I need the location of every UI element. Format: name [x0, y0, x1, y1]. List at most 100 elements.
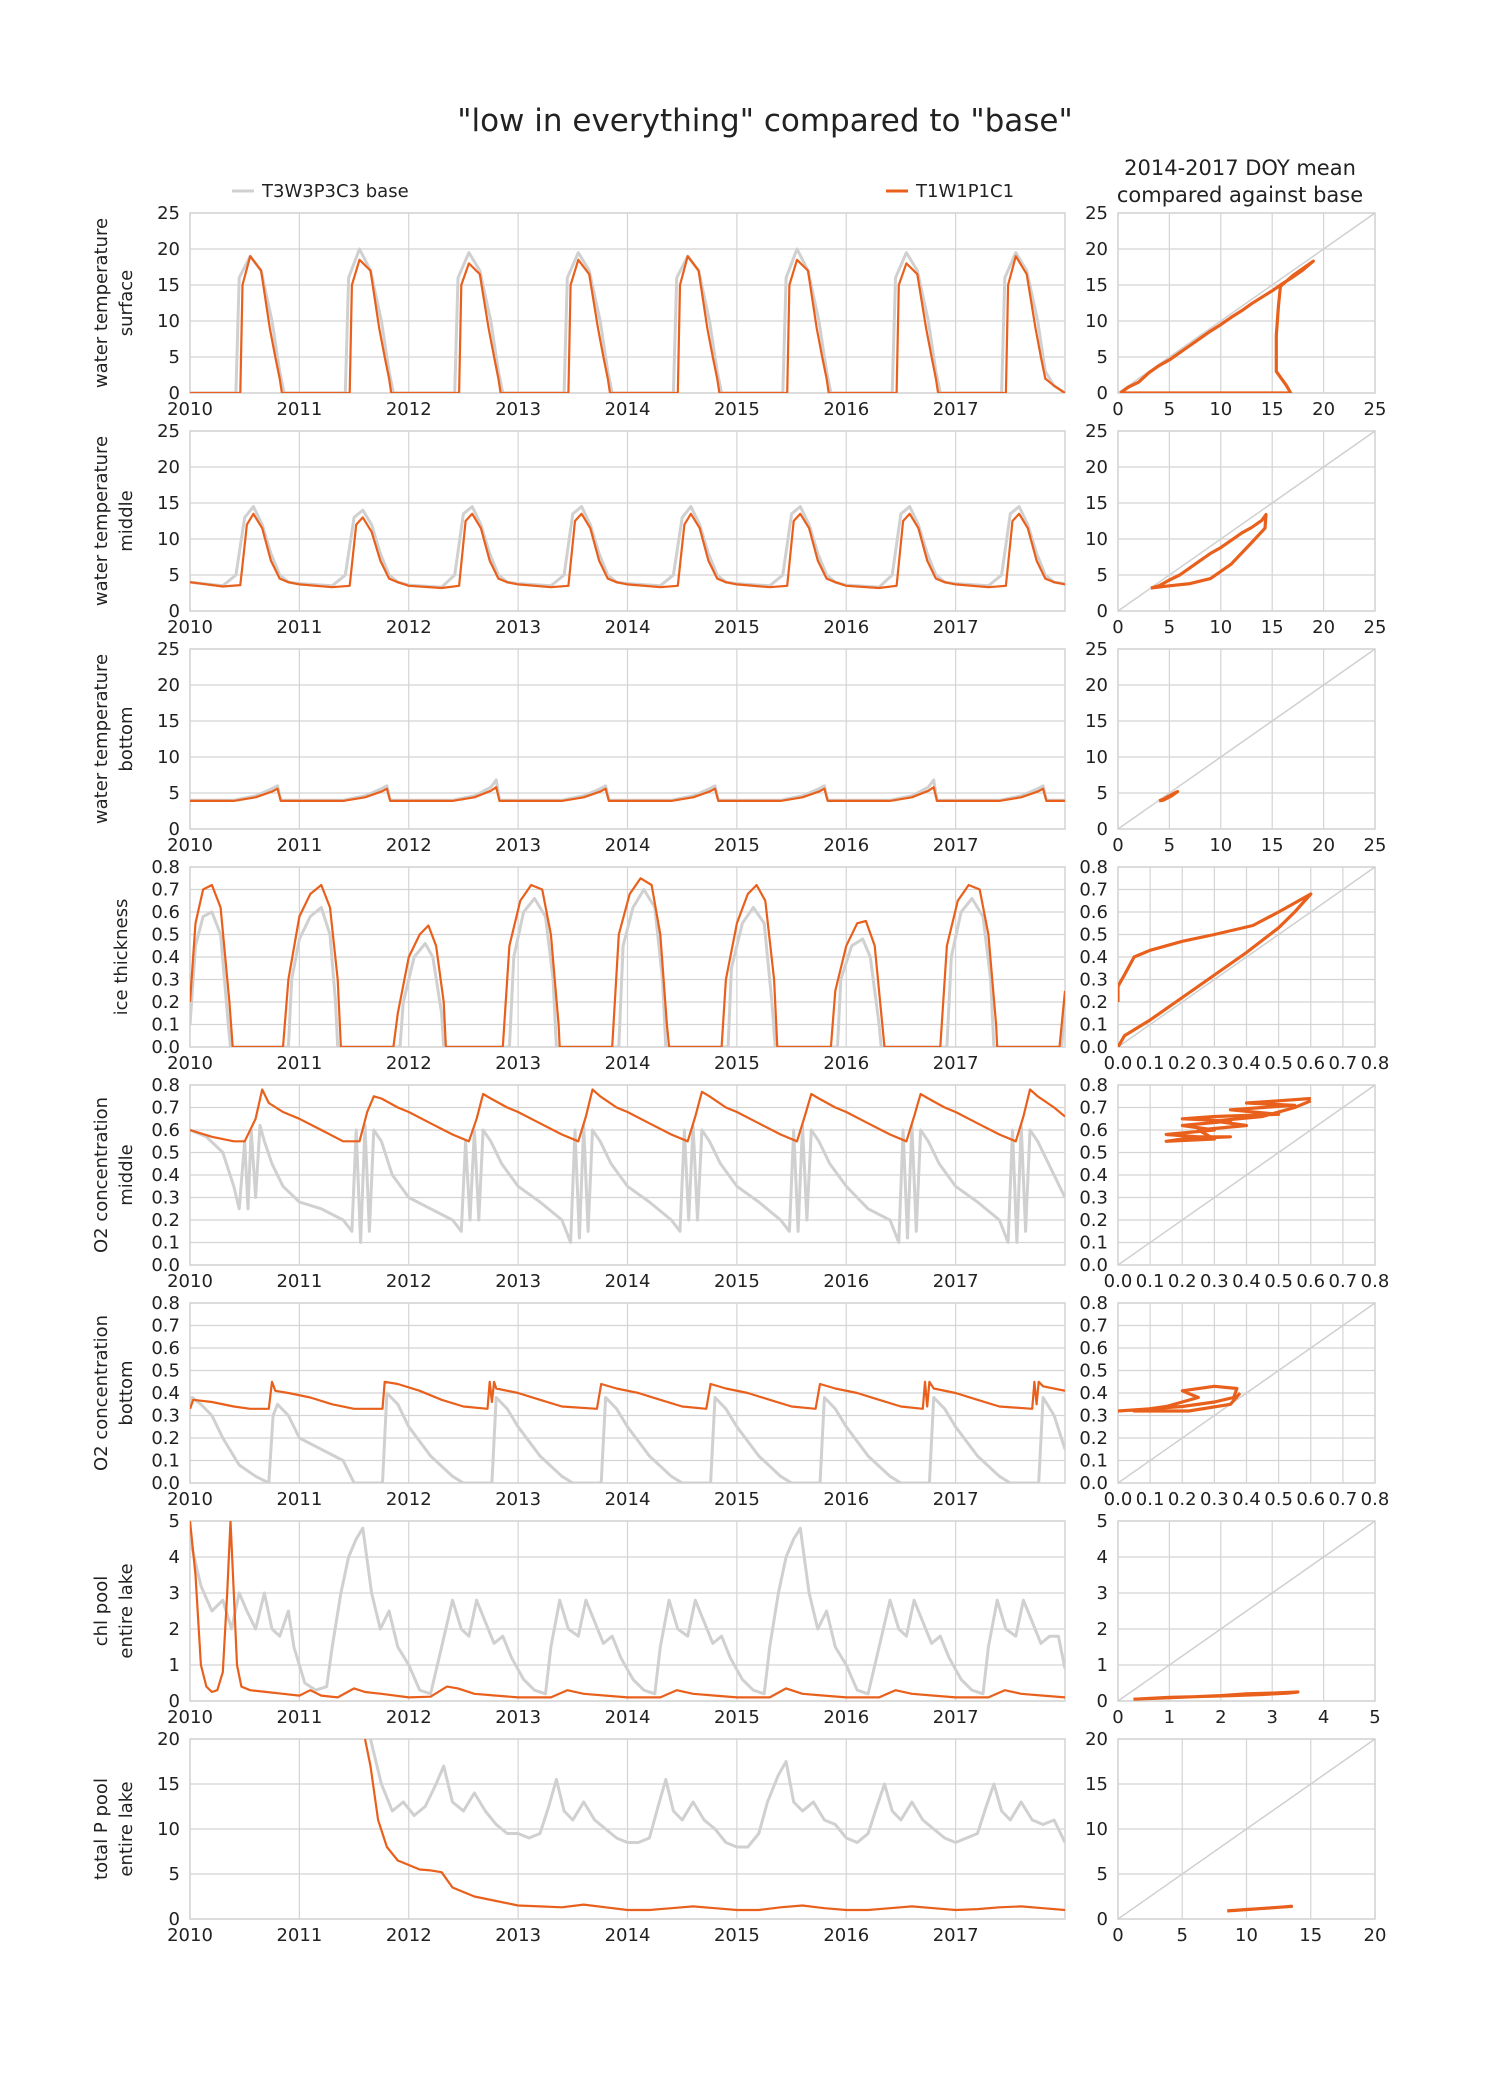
doy-y-tick-label: 0.7: [1079, 1316, 1108, 1337]
y-tick-label: 0.5: [151, 925, 180, 946]
x-tick-label: 2011: [276, 1271, 322, 1292]
doy-x-tick-label: 20: [1312, 835, 1335, 856]
x-tick-label: 2013: [495, 1271, 541, 1292]
doy-y-tick-label: 1: [1097, 1655, 1108, 1676]
y-tick-label: 5: [169, 565, 180, 586]
x-tick-label: 2014: [605, 617, 651, 638]
series-scenario-line: [190, 1380, 1065, 1410]
series-base-line: [190, 247, 1065, 393]
y-axis-label-2: bottom: [116, 706, 137, 771]
doy-mean-curve: [1133, 1690, 1300, 1701]
y-tick-label: 0.8: [151, 1293, 180, 1314]
x-tick-label: 2015: [714, 1271, 760, 1292]
y-tick-label: 4: [169, 1547, 180, 1568]
doy-x-tick-label: 0.7: [1329, 1489, 1358, 1510]
one-to-one-line: [1117, 1084, 1376, 1266]
doy-x-tick-label: 5: [1177, 1925, 1188, 1946]
y-tick-label: 1: [169, 1655, 180, 1676]
x-tick-label: 2011: [276, 835, 322, 856]
x-tick-label: 2017: [933, 835, 979, 856]
doy-y-tick-label: 5: [1097, 783, 1108, 804]
doy-x-tick-label: 0.5: [1264, 1271, 1293, 1292]
doy-x-tick-label: 0: [1112, 399, 1123, 420]
x-tick-label: 2013: [495, 835, 541, 856]
doy-y-tick-label: 0: [1097, 383, 1108, 404]
doy-x-tick-label: 0.3: [1200, 1489, 1229, 1510]
x-tick-label: 2016: [823, 1053, 869, 1074]
x-tick-label: 2016: [823, 399, 869, 420]
series-base-line: [190, 888, 1065, 1047]
x-tick-label: 2010: [167, 835, 213, 856]
doy-x-tick-label: 0.6: [1296, 1271, 1325, 1292]
doy-x-tick-label: 0.0: [1104, 1271, 1133, 1292]
y-axis-label-2: entire lake: [116, 1781, 137, 1876]
x-tick-label: 2011: [276, 1707, 322, 1728]
x-tick-label: 2013: [495, 1707, 541, 1728]
y-tick-label: 25: [157, 203, 180, 224]
series-scenario-line: [190, 1088, 1065, 1143]
doy-x-tick-label: 0.7: [1329, 1271, 1358, 1292]
doy-y-tick-label: 15: [1085, 275, 1108, 296]
y-tick-label: 3: [169, 1583, 180, 1604]
x-tick-label: 2016: [823, 1271, 869, 1292]
y-tick-label: 5: [169, 1864, 180, 1885]
doy-x-tick-label: 0: [1112, 1707, 1123, 1728]
x-tick-label: 2011: [276, 1925, 322, 1946]
doy-x-tick-label: 15: [1261, 399, 1284, 420]
doy-x-tick-label: 4: [1318, 1707, 1329, 1728]
x-tick-label: 2013: [495, 617, 541, 638]
x-tick-label: 2015: [714, 1925, 760, 1946]
series-base-line: [190, 1391, 1065, 1483]
x-tick-label: 2010: [167, 1925, 213, 1946]
series-scenario-line: [190, 877, 1065, 1047]
y-tick-label: 0.0: [151, 1473, 180, 1494]
doy-y-tick-label: 0.4: [1079, 1383, 1108, 1404]
y-tick-label: 0.0: [151, 1037, 180, 1058]
doy-x-tick-label: 1: [1164, 1707, 1175, 1728]
doy-x-tick-label: 0: [1112, 1925, 1123, 1946]
x-tick-label: 2014: [605, 1489, 651, 1510]
doy-mean-curve: [1150, 512, 1268, 590]
series-scenario-line: [190, 1521, 1065, 1699]
doy-x-tick-label: 0.8: [1361, 1053, 1390, 1074]
doy-x-tick-label: 25: [1364, 835, 1387, 856]
doy-y-tick-label: 25: [1085, 203, 1108, 224]
x-tick-label: 2012: [386, 1925, 432, 1946]
doy-y-tick-label: 25: [1085, 421, 1108, 442]
y-axis-label-2: bottom: [116, 1360, 137, 1425]
doy-mean-curve: [1119, 259, 1315, 393]
y-tick-label: 5: [169, 347, 180, 368]
y-tick-label: 0.7: [151, 1098, 180, 1119]
doy-mean-curve: [1118, 1384, 1242, 1413]
doy-y-tick-label: 20: [1085, 457, 1108, 478]
x-tick-label: 2017: [933, 1925, 979, 1946]
y-axis-label: water temperature: [91, 436, 112, 606]
x-tick-label: 2013: [495, 1489, 541, 1510]
doy-y-tick-label: 0: [1097, 1909, 1108, 1930]
doy-y-tick-label: 10: [1085, 311, 1108, 332]
doy-mean-curve: [1158, 789, 1180, 803]
x-tick-label: 2014: [605, 835, 651, 856]
y-tick-label: 0.4: [151, 947, 180, 968]
panel-2: 2010 2011 2012 2013 2014 2015 2016 201705101520…: [91, 639, 1386, 856]
x-tick-label: 2010: [167, 1707, 213, 1728]
y-tick-label: 0: [169, 819, 180, 840]
y-tick-label: 25: [157, 639, 180, 660]
doy-y-tick-label: 0.0: [1079, 1255, 1108, 1276]
doy-x-tick-label: 15: [1261, 617, 1284, 638]
y-axis-label: water temperature: [91, 218, 112, 388]
y-tick-label: 0.1: [151, 1015, 180, 1036]
x-tick-label: 2013: [495, 1053, 541, 1074]
x-tick-label: 2012: [386, 617, 432, 638]
y-tick-label: 15: [157, 493, 180, 514]
y-tick-label: 0.8: [151, 1075, 180, 1096]
doy-y-tick-label: 0.1: [1079, 1233, 1108, 1254]
x-tick-label: 2013: [495, 399, 541, 420]
panels: 2010 2011 2012 2013 2014 2015 2016 201705101520…: [91, 203, 1389, 1946]
doy-x-tick-label: 10: [1209, 835, 1232, 856]
doy-y-tick-label: 3: [1097, 1583, 1108, 1604]
panel-4: 2010 2011 2012 2013 2014 2015 2016 20170.00.10.…: [91, 1075, 1389, 1292]
x-tick-label: 2016: [823, 835, 869, 856]
y-tick-label: 0.3: [151, 1188, 180, 1209]
